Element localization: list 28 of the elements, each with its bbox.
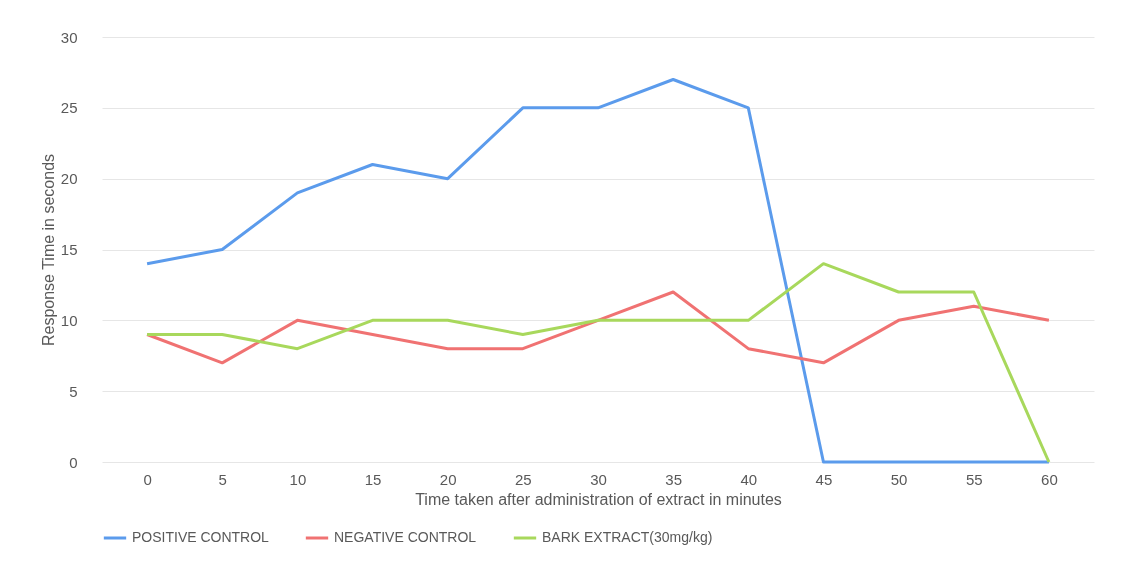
y-tick-label: 30 — [60, 28, 78, 46]
legend-label: BARK EXTRACT(30mg/kg) — [542, 529, 713, 545]
line-series — [145, 262, 1051, 464]
x-tick-label: 15 — [364, 470, 382, 488]
y-tick-label: 0 — [69, 453, 78, 471]
x-tick-label: 50 — [890, 470, 908, 488]
y-tick-label: 10 — [60, 311, 78, 329]
line-series — [145, 78, 1051, 464]
x-tick-label: 45 — [815, 470, 833, 488]
x-tick-label: 30 — [590, 470, 607, 488]
x-axis-title: Time taken after administration of extract in minutes — [415, 490, 782, 508]
legend-label: NEGATIVE CONTROL — [334, 529, 477, 545]
x-tick-label: 10 — [289, 470, 307, 488]
y-tick-label: 20 — [60, 170, 78, 188]
legend-label: POSITIVE CONTROL — [132, 529, 270, 545]
x-tick-label: 5 — [218, 470, 227, 488]
x-tick-label: 60 — [1041, 470, 1058, 488]
line-series — [145, 290, 1051, 365]
x-tick-label: 55 — [965, 470, 983, 488]
y-tick-label: 25 — [60, 99, 78, 117]
y-tick-label: 15 — [60, 241, 78, 258]
y-axis-title: Response Time in seconds — [39, 153, 57, 347]
x-tick-label: 35 — [665, 470, 682, 488]
x-tick-label: 0 — [143, 470, 152, 488]
x-tick-label: 25 — [515, 470, 532, 488]
x-tick-label: 20 — [439, 470, 457, 488]
x-tick-label: 40 — [740, 470, 758, 488]
y-tick-label: 5 — [69, 382, 78, 400]
